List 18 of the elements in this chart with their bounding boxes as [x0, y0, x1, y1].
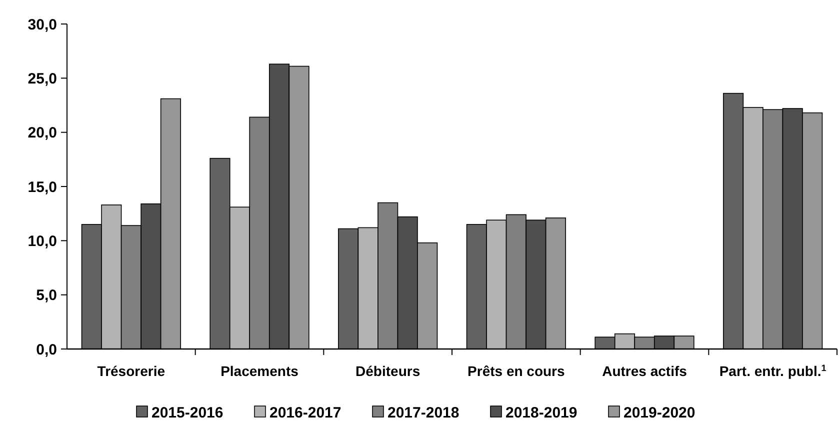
x-tick-label: Prêts en cours: [468, 363, 566, 379]
y-tick-label: 10,0: [28, 232, 57, 250]
x-tick-label: Trésorerie: [97, 363, 166, 379]
y-tick-label: 5,0: [36, 287, 57, 304]
x-tick-label: Placements: [220, 363, 299, 379]
y-tick-label: 25,0: [28, 70, 57, 88]
legend-label: 2018-2019: [506, 404, 578, 422]
y-tick-label: 0,0: [36, 341, 57, 358]
legend-label: 2015-2016: [152, 404, 224, 422]
x-tick-label: Débiteurs: [356, 363, 420, 379]
x-tick-label: Autres actifs: [602, 363, 688, 379]
x-tick-label: Part. entr. publ.$^{1}$: [719, 363, 826, 379]
legend-label: 2019-2020: [624, 404, 696, 422]
y-tick-label: 15,0: [28, 178, 57, 196]
y-tick-label: 30,0: [28, 16, 57, 34]
legend-label: 2016-2017: [270, 404, 342, 422]
legend-label: 2017-2018: [388, 404, 460, 422]
y-tick-label: 20,0: [28, 124, 57, 142]
